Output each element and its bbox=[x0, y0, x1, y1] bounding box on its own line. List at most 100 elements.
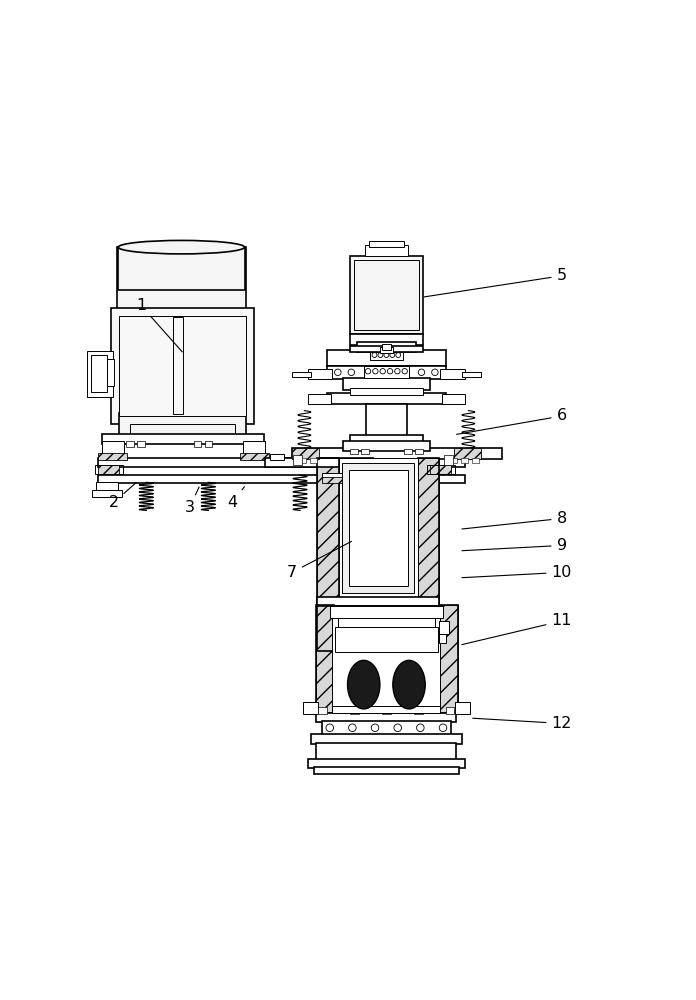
Bar bbox=[299, 458, 306, 463]
Bar bbox=[293, 455, 301, 465]
Text: 6: 6 bbox=[457, 408, 567, 434]
Bar bbox=[111, 308, 254, 424]
Bar bbox=[270, 454, 284, 460]
Bar bbox=[102, 434, 264, 444]
Text: 7: 7 bbox=[287, 541, 351, 580]
Bar bbox=[173, 317, 183, 414]
Bar bbox=[439, 634, 445, 643]
Bar bbox=[205, 441, 212, 447]
Bar bbox=[127, 441, 134, 447]
Bar bbox=[327, 350, 445, 366]
Text: 1: 1 bbox=[136, 298, 182, 352]
Bar bbox=[322, 473, 362, 479]
Bar bbox=[333, 605, 441, 710]
Bar bbox=[97, 453, 127, 460]
Bar bbox=[349, 435, 423, 445]
Bar bbox=[404, 449, 412, 454]
Circle shape bbox=[372, 353, 377, 357]
Bar bbox=[102, 441, 124, 455]
Bar bbox=[308, 369, 333, 379]
Text: 5: 5 bbox=[424, 268, 567, 297]
Circle shape bbox=[439, 724, 447, 732]
Bar bbox=[265, 458, 373, 467]
Bar bbox=[97, 458, 465, 467]
Bar bbox=[91, 355, 107, 392]
Bar bbox=[349, 346, 423, 352]
Bar bbox=[313, 767, 459, 774]
Bar bbox=[303, 702, 318, 714]
Circle shape bbox=[388, 369, 393, 374]
Circle shape bbox=[390, 353, 395, 357]
Bar bbox=[450, 458, 457, 463]
Bar bbox=[365, 245, 408, 256]
Bar bbox=[118, 247, 244, 290]
Circle shape bbox=[378, 353, 383, 357]
Bar bbox=[317, 458, 339, 651]
Bar bbox=[454, 448, 481, 459]
Bar bbox=[292, 372, 311, 377]
Circle shape bbox=[402, 369, 407, 374]
Ellipse shape bbox=[393, 660, 425, 709]
Text: 2: 2 bbox=[109, 483, 136, 510]
Bar bbox=[317, 458, 339, 651]
Bar bbox=[364, 366, 409, 378]
Circle shape bbox=[365, 369, 371, 374]
Bar bbox=[354, 260, 419, 330]
Text: 12: 12 bbox=[473, 716, 572, 731]
Circle shape bbox=[418, 369, 425, 376]
Bar bbox=[349, 256, 423, 334]
Bar bbox=[441, 369, 465, 379]
Bar bbox=[327, 393, 445, 404]
Bar bbox=[322, 721, 451, 735]
Bar bbox=[107, 359, 114, 386]
Bar bbox=[382, 344, 390, 350]
Circle shape bbox=[335, 369, 341, 376]
Bar bbox=[87, 351, 113, 397]
Bar bbox=[244, 441, 265, 455]
Bar bbox=[349, 470, 408, 586]
Bar bbox=[316, 605, 333, 713]
Bar bbox=[335, 627, 438, 652]
Bar bbox=[310, 458, 317, 463]
Circle shape bbox=[371, 724, 379, 732]
Text: 8: 8 bbox=[462, 511, 567, 529]
Bar bbox=[444, 455, 452, 465]
Bar bbox=[429, 465, 451, 474]
Circle shape bbox=[394, 724, 402, 732]
Bar bbox=[415, 449, 422, 454]
Bar bbox=[349, 388, 423, 395]
Bar bbox=[442, 394, 465, 404]
Bar bbox=[330, 606, 443, 618]
Bar bbox=[461, 458, 468, 463]
Bar bbox=[441, 605, 457, 713]
Bar bbox=[316, 605, 333, 713]
Bar bbox=[427, 465, 455, 474]
Bar bbox=[317, 597, 439, 606]
Bar bbox=[239, 453, 269, 460]
Text: 11: 11 bbox=[462, 613, 572, 645]
Bar bbox=[96, 482, 118, 492]
Bar bbox=[316, 743, 457, 760]
Bar bbox=[418, 458, 439, 651]
Circle shape bbox=[326, 724, 333, 732]
Bar bbox=[95, 465, 123, 474]
Bar bbox=[370, 352, 402, 360]
Bar bbox=[97, 475, 465, 483]
Bar bbox=[292, 448, 319, 459]
Bar bbox=[342, 463, 414, 593]
Bar bbox=[117, 247, 246, 309]
Bar bbox=[380, 347, 393, 353]
Bar bbox=[441, 605, 457, 713]
Bar bbox=[343, 378, 429, 390]
Bar bbox=[343, 441, 429, 451]
Text: 10: 10 bbox=[462, 565, 572, 580]
Bar bbox=[292, 448, 503, 459]
Bar bbox=[322, 477, 362, 483]
Bar bbox=[349, 334, 423, 345]
Text: 3: 3 bbox=[184, 487, 199, 515]
Text: 9: 9 bbox=[462, 538, 567, 553]
Bar bbox=[445, 707, 454, 714]
Bar bbox=[455, 702, 470, 714]
Bar bbox=[193, 441, 201, 447]
Bar bbox=[327, 366, 445, 379]
